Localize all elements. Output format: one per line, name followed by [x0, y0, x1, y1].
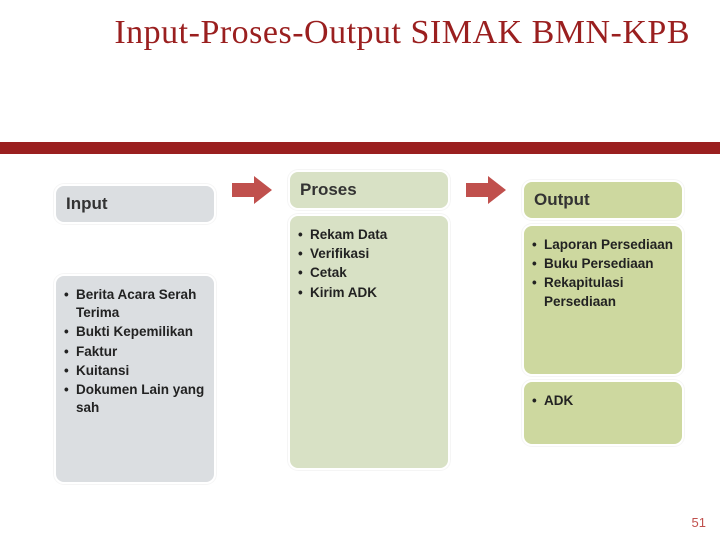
list-item: Bukti Kepemilikan: [62, 323, 206, 341]
accent-bar: [0, 142, 720, 154]
col-output: Output Laporan Persediaan Buku Persediaa…: [522, 170, 684, 450]
header-output-label: Output: [534, 190, 590, 210]
page-title: Input-Proses-Output SIMAK BMN-KPB: [50, 14, 690, 52]
list-item: Berita Acara Serah Terima: [62, 286, 206, 322]
diagram-stage: Input Berita Acara Serah Terima Bukti Ke…: [54, 170, 684, 510]
arrow-2: [466, 170, 506, 210]
header-proses-label: Proses: [300, 180, 357, 200]
list-item: Rekapitulasi Persediaan: [530, 274, 674, 310]
box-output-0: Laporan Persediaan Buku Persediaan Rekap…: [522, 224, 684, 376]
col-proses: Proses Rekam Data Verifikasi Cetak Kirim…: [288, 170, 450, 474]
list-item: Laporan Persediaan: [530, 236, 674, 254]
list-item: Dokumen Lain yang sah: [62, 381, 206, 417]
header-input: Input: [54, 184, 216, 224]
box-output-1: ADK: [522, 380, 684, 446]
col-input: Input Berita Acara Serah Terima Bukti Ke…: [54, 170, 216, 488]
list-item: Buku Persediaan: [530, 255, 674, 273]
box-input-0: Berita Acara Serah Terima Bukti Kepemili…: [54, 274, 216, 484]
list-item: Kirim ADK: [296, 284, 440, 302]
box-proses-0: Rekam Data Verifikasi Cetak Kirim ADK: [288, 214, 450, 470]
list-item: Kuitansi: [62, 362, 206, 380]
arrow-1: [232, 170, 272, 210]
list-item: Rekam Data: [296, 226, 440, 244]
list-item: Faktur: [62, 343, 206, 361]
list-item: ADK: [530, 392, 674, 410]
header-input-label: Input: [66, 194, 108, 214]
spacer-input: [54, 228, 216, 274]
page-number: 51: [692, 515, 706, 530]
list-item: Verifikasi: [296, 245, 440, 263]
header-proses: Proses: [288, 170, 450, 210]
header-output: Output: [522, 180, 684, 220]
list-item: Cetak: [296, 264, 440, 282]
